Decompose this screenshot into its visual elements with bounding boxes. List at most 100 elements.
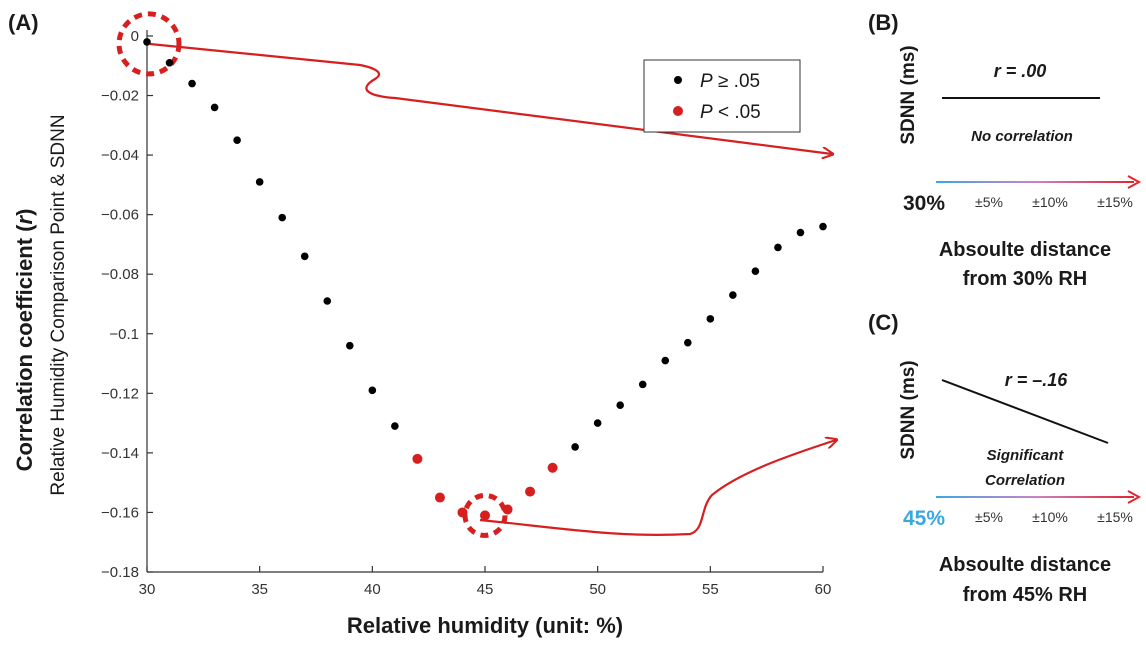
data-point-significant (525, 486, 536, 497)
panel-c-r-value: r = –.16 (1005, 370, 1069, 390)
x-tick-label: 55 (702, 581, 719, 598)
arrow-to-panel-b (149, 42, 832, 154)
panel-c-note-line2: Correlation (985, 472, 1065, 489)
legend-label-significant: P < .05 (700, 102, 761, 123)
data-point (616, 401, 624, 410)
x-tick-label: 30 (139, 581, 156, 598)
panel-b-x-title-line1: Absoulte distance (939, 239, 1111, 261)
panel-b-x-axis (936, 181, 1134, 183)
panel-b-label: (B) (868, 10, 899, 35)
y-tick-label: −0.18 (101, 564, 139, 581)
panel-b-y-label: SDNN (ms) (898, 45, 919, 144)
y-axis-title-close: ) (12, 209, 37, 216)
data-point-significant (480, 510, 490, 521)
panel-c: (C) SDNN (ms) r = –.16 Significant Corre… (868, 310, 1142, 606)
data-point-significant (502, 504, 513, 515)
panel-c-x-axis (936, 496, 1134, 498)
data-point (143, 38, 151, 46)
legend-box (643, 59, 801, 133)
panel-c-tick-10: ±10% (1032, 509, 1068, 525)
data-point (751, 267, 760, 276)
highlight-circle-30 (116, 11, 182, 77)
data-point (661, 356, 670, 365)
x-axis-ticks: 30 35 40 45 50 55 60 (139, 566, 832, 598)
data-point-significant (547, 462, 558, 473)
panel-b: (B) SDNN (ms) r = .00 No correlation 30%… (868, 8, 1142, 290)
panel-b-tick-15: ±15% (1097, 194, 1133, 210)
arrow-to-panel-c (479, 440, 836, 536)
data-point (729, 291, 737, 299)
panel-c-tick-15: ±15% (1097, 509, 1133, 525)
y-tick-label: −0.06 (101, 207, 139, 224)
y-tick-label: −0.16 (101, 504, 139, 521)
panel-c-tick-5: ±5% (975, 509, 1003, 525)
data-point (323, 297, 332, 305)
y-axis-title-main: Correlation coefficient ( (12, 224, 37, 472)
x-tick-label: 50 (589, 581, 606, 598)
panel-c-note-line1: Significant (987, 447, 1065, 464)
data-point (165, 58, 174, 67)
data-point (774, 243, 782, 252)
x-tick-label: 45 (477, 581, 494, 598)
data-point (368, 386, 377, 395)
data-point (796, 228, 805, 237)
data-point (638, 380, 647, 389)
panel-b-note: No correlation (971, 128, 1073, 145)
data-point-significant (434, 492, 445, 503)
y-axis-ticks: 0 −0.02 −0.04 −0.06 −0.08 −0.1 −0.12 −0.14 −0.16… (101, 28, 153, 581)
data-point (255, 178, 264, 186)
panel-c-x-arrowhead (1127, 490, 1142, 504)
data-point (819, 222, 827, 231)
y-tick-label: −0.12 (101, 385, 139, 402)
y-tick-label: −0.02 (101, 88, 139, 105)
y-tick-label: 0 (131, 28, 139, 45)
data-point (278, 213, 287, 222)
y-axis-subtitle: Relative Humidity Comparison Point & SDN… (48, 114, 69, 495)
data-point (593, 419, 602, 427)
legend-marker-significant (673, 106, 683, 116)
data-point (233, 136, 241, 144)
y-axis-title-r: r (12, 214, 37, 224)
y-axis-title: Correlation coefficient (r) (12, 209, 37, 472)
data-point (210, 103, 219, 112)
legend: P ≥ .05 P < .05 (643, 59, 801, 133)
data-point (684, 338, 692, 347)
panel-b-tick-10: ±10% (1032, 194, 1068, 210)
panel-c-trend-line (941, 379, 1109, 444)
x-tick-label: 35 (251, 581, 268, 598)
panel-c-label: (C) (868, 310, 899, 335)
data-point (188, 79, 196, 88)
y-tick-label: −0.1 (109, 326, 139, 343)
highlight-circles (116, 11, 508, 538)
legend-rest-2: < .05 (713, 102, 761, 123)
panel-c-x-title-line1: Absoulte distance (939, 554, 1111, 576)
y-tick-label: −0.04 (101, 147, 139, 164)
x-tick-label: 40 (364, 581, 381, 598)
data-point (706, 315, 715, 323)
panel-c-x-title-line2: from 45% RH (963, 584, 1087, 606)
scatter-points (143, 38, 827, 521)
panel-a: (A) 30 35 40 45 50 55 60 0 −0.02 −0.04 −0.06 −0.08… (8, 10, 836, 638)
legend-p-2: P (700, 102, 713, 123)
x-axis-title: Relative humidity (unit: %) (347, 613, 623, 638)
panel-a-label: (A) (8, 10, 39, 35)
data-point-significant (457, 507, 468, 518)
legend-label-nonsignificant: P ≥ .05 (700, 71, 760, 92)
legend-p-1: P (700, 71, 713, 92)
panel-c-y-label: SDNN (ms) (898, 360, 919, 459)
x-tick-label: 60 (815, 581, 832, 598)
y-tick-label: −0.08 (101, 266, 139, 283)
data-point (571, 443, 579, 451)
panel-c-base-label: 45% (903, 507, 945, 530)
panel-b-base-label: 30% (903, 192, 945, 215)
legend-marker-nonsignificant (674, 76, 682, 84)
data-point (346, 341, 354, 350)
panel-b-x-arrowhead (1127, 175, 1142, 189)
y-tick-label: −0.14 (101, 445, 139, 462)
data-point (300, 252, 309, 261)
data-point-significant (412, 453, 423, 464)
panel-b-r-value: r = .00 (994, 61, 1047, 81)
legend-rest-1: ≥ .05 (713, 71, 760, 92)
panel-b-tick-5: ±5% (975, 194, 1003, 210)
panel-b-x-title-line2: from 30% RH (963, 268, 1087, 290)
